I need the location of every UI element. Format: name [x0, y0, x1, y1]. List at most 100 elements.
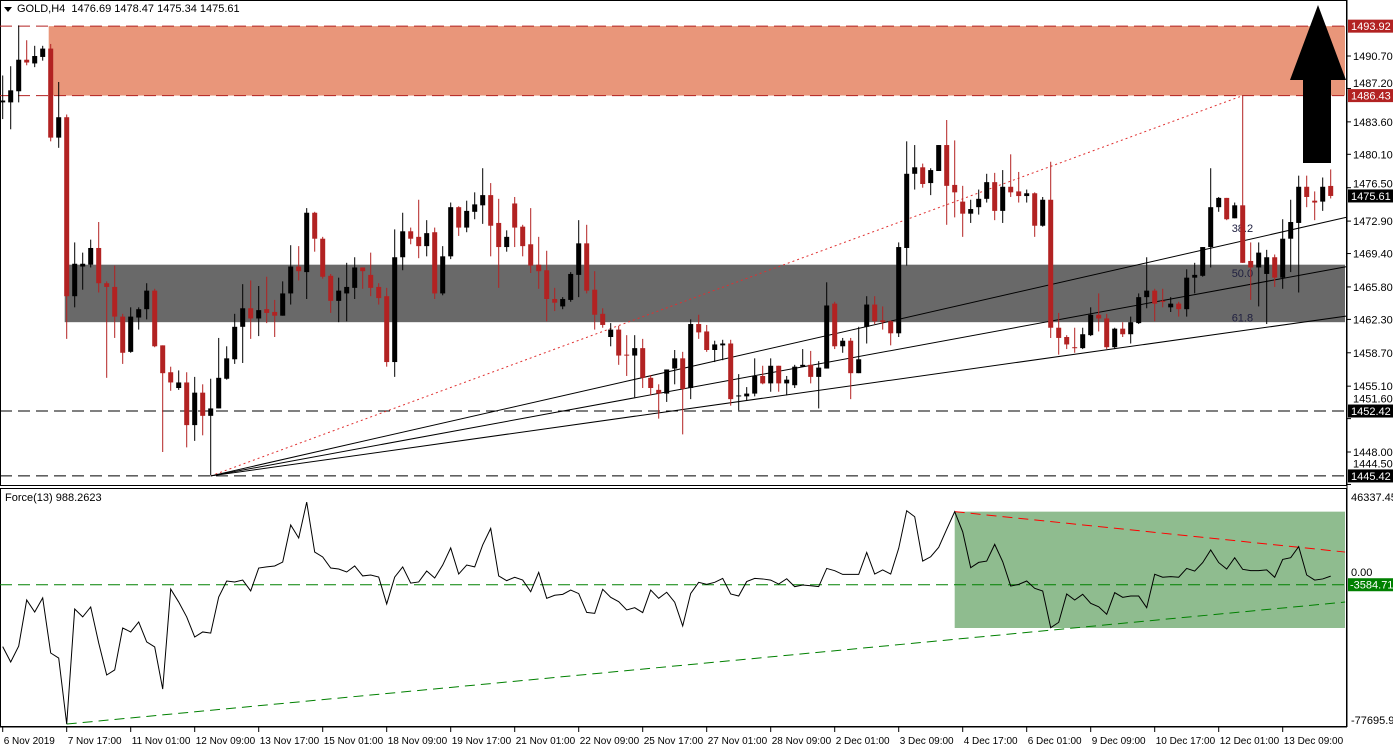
- candle-body: [928, 170, 934, 184]
- candle-body: [760, 375, 766, 384]
- candle: [952, 140, 958, 218]
- candle-body: [224, 358, 230, 379]
- candle: [184, 372, 190, 448]
- candle: [1240, 95, 1246, 263]
- candle-body: [16, 59, 22, 92]
- candle-body: [272, 311, 278, 316]
- candle-body: [936, 145, 942, 172]
- low-value: 1475.34: [157, 3, 197, 15]
- candle: [1328, 169, 1334, 199]
- candle-body: [1264, 257, 1270, 274]
- candle-body: [1016, 191, 1022, 197]
- candle: [960, 185, 966, 237]
- candle-body: [776, 365, 782, 384]
- candle-body: [1272, 257, 1278, 278]
- candle-body: [848, 340, 854, 374]
- candle-body: [680, 358, 686, 389]
- candle: [696, 314, 702, 339]
- candle-body: [104, 283, 110, 287]
- candle: [1080, 327, 1086, 350]
- candle: [584, 224, 590, 294]
- candle: [832, 301, 838, 350]
- candle-body: [1160, 300, 1166, 302]
- candle: [704, 324, 710, 352]
- candle: [1248, 242, 1254, 300]
- candle: [1144, 257, 1150, 309]
- candle-body: [184, 382, 190, 426]
- candle-body: [392, 257, 398, 363]
- candle: [72, 242, 78, 308]
- candle: [1160, 288, 1166, 308]
- candle: [248, 280, 254, 339]
- candle-body: [800, 364, 806, 367]
- candle: [472, 192, 478, 220]
- dropdown-triangle-icon[interactable]: [4, 6, 12, 12]
- candle: [1256, 242, 1262, 307]
- price-tick-label: 1472.90: [1353, 216, 1393, 228]
- candle: [16, 25, 22, 103]
- candle-body: [296, 266, 302, 272]
- candle: [360, 267, 366, 289]
- candle: [48, 43, 54, 142]
- candle: [336, 277, 342, 323]
- candle-body: [960, 201, 966, 214]
- candle: [800, 349, 806, 367]
- time-tick-label: 9 Dec 09:00: [1092, 736, 1146, 747]
- candle: [992, 172, 998, 221]
- candle-body: [256, 310, 262, 319]
- time-tick-label: 6 Dec 01:00: [1028, 736, 1082, 747]
- candle-body: [464, 210, 470, 228]
- time-tick-label: 10 Dec 17:00: [1156, 736, 1216, 747]
- candle: [728, 339, 734, 406]
- time-tick-label: 19 Nov 17:00: [452, 736, 512, 747]
- candle-body: [360, 267, 366, 272]
- candle-body: [624, 354, 630, 356]
- candle: [208, 378, 214, 476]
- candle-body: [696, 324, 702, 333]
- candle-body: [864, 304, 870, 327]
- candle: [232, 313, 238, 364]
- candle-body: [240, 308, 246, 327]
- candle-body: [8, 90, 14, 103]
- candle-body: [1248, 260, 1254, 268]
- candle: [432, 227, 438, 299]
- candle-body: [480, 195, 486, 206]
- candle: [1120, 322, 1126, 338]
- candle-body: [136, 309, 142, 318]
- candle: [176, 370, 182, 390]
- candle-body: [456, 207, 462, 228]
- price-marker-label: 1493.92: [1351, 21, 1391, 33]
- candle-body: [264, 309, 270, 313]
- candle: [576, 220, 582, 298]
- candle: [160, 345, 166, 453]
- force-resistance-trendline: [954, 511, 1346, 553]
- candle-body: [208, 408, 214, 416]
- candle-body: [368, 274, 374, 288]
- time-tick-label: 13 Dec 09:00: [1284, 736, 1344, 747]
- candle-body: [736, 395, 742, 397]
- candle-body: [512, 203, 518, 228]
- candle: [416, 199, 422, 259]
- candle-body: [1320, 186, 1326, 202]
- candle-body: [600, 313, 606, 325]
- candle: [1192, 262, 1198, 294]
- candle: [352, 257, 358, 299]
- candle: [1312, 191, 1318, 221]
- candle: [1040, 196, 1046, 227]
- candle-body: [1024, 193, 1030, 197]
- candle-body: [712, 344, 718, 350]
- candle-body: [408, 231, 414, 239]
- candle-body: [640, 348, 646, 378]
- candle: [192, 376, 198, 441]
- candle-body: [880, 320, 886, 323]
- price-tick-label: 1487.20: [1353, 78, 1393, 90]
- candle-body: [768, 365, 774, 384]
- candle: [760, 365, 766, 385]
- up-arrow-icon: [1290, 5, 1346, 163]
- candle-body: [744, 393, 750, 397]
- candle: [872, 296, 878, 325]
- candle-body: [176, 382, 182, 389]
- candle-body: [1080, 334, 1086, 349]
- candle: [408, 227, 414, 245]
